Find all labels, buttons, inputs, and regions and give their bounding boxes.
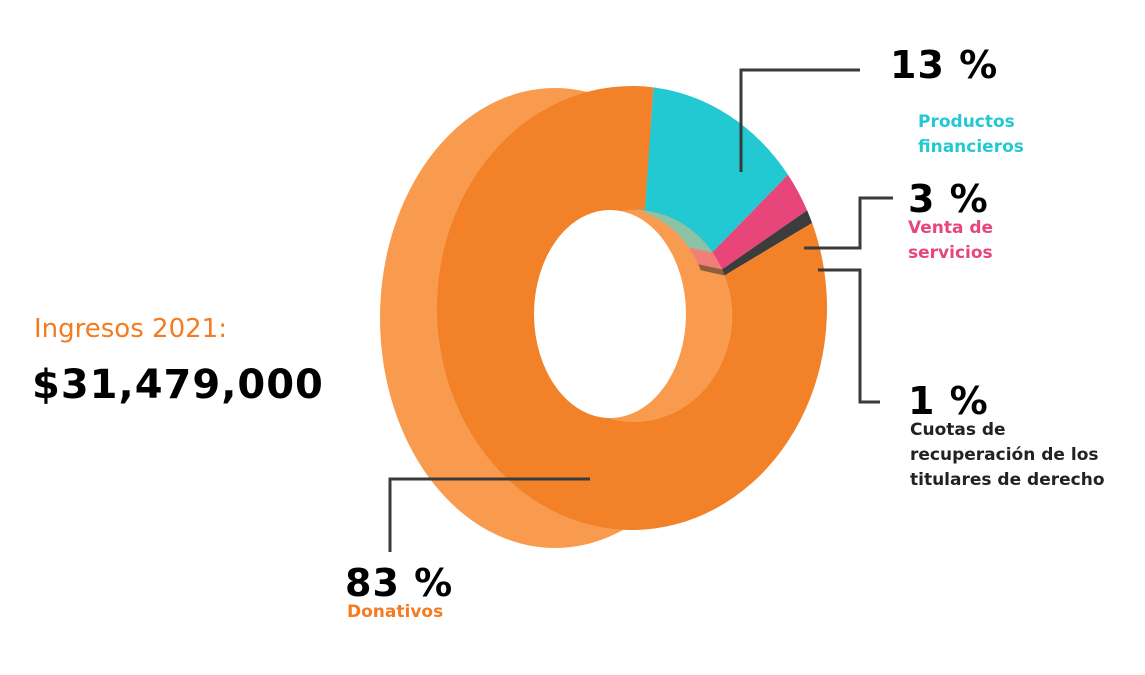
productos-percentage: 13 % (890, 43, 999, 87)
slice-venta-servicios (712, 174, 808, 270)
inner-wall-productos (622, 206, 713, 253)
income-label: Ingresos 2021: (34, 314, 227, 344)
leader-line-cuotas (818, 268, 880, 404)
productos-label-line1: Productos (918, 112, 1015, 132)
productos-label-line2: financieros (918, 137, 1024, 157)
venta-label-line2: servicios (908, 243, 993, 263)
donut-inner-wall (534, 206, 732, 422)
leader-lines (388, 68, 893, 552)
inner-wall-cuotas (698, 264, 725, 276)
slice-donativos (437, 85, 827, 530)
leader-line-donativos (388, 477, 590, 552)
donut-hole (534, 210, 686, 418)
venta-label-line1: Venta de (908, 218, 994, 238)
donativos-percentage: 83 % (345, 561, 454, 605)
venta-percentage: 3 % (908, 177, 989, 221)
leader-line-venta (804, 196, 893, 250)
donativos-label: Donativos (347, 602, 444, 622)
leader-line-productos (739, 68, 860, 172)
donut-slices (437, 85, 827, 530)
cuotas-percentage: 1 % (908, 379, 989, 423)
income-total: $31,479,000 (32, 362, 324, 408)
cuotas-label-line2: recuperación de los (910, 445, 1099, 465)
slice-cuotas-recuperacion (722, 210, 813, 276)
cuotas-label-line1: Cuotas de (910, 420, 1006, 440)
cuotas-label: Cuotas de recuperación de los titulares … (910, 418, 1105, 493)
slice-productos-financieros (644, 87, 788, 253)
inner-wall-venta (688, 247, 723, 270)
cuotas-label-line3: titulares de derecho (910, 470, 1105, 490)
venta-label: Venta de servicios (908, 216, 993, 266)
productos-label: Productos financieros (918, 110, 1024, 160)
